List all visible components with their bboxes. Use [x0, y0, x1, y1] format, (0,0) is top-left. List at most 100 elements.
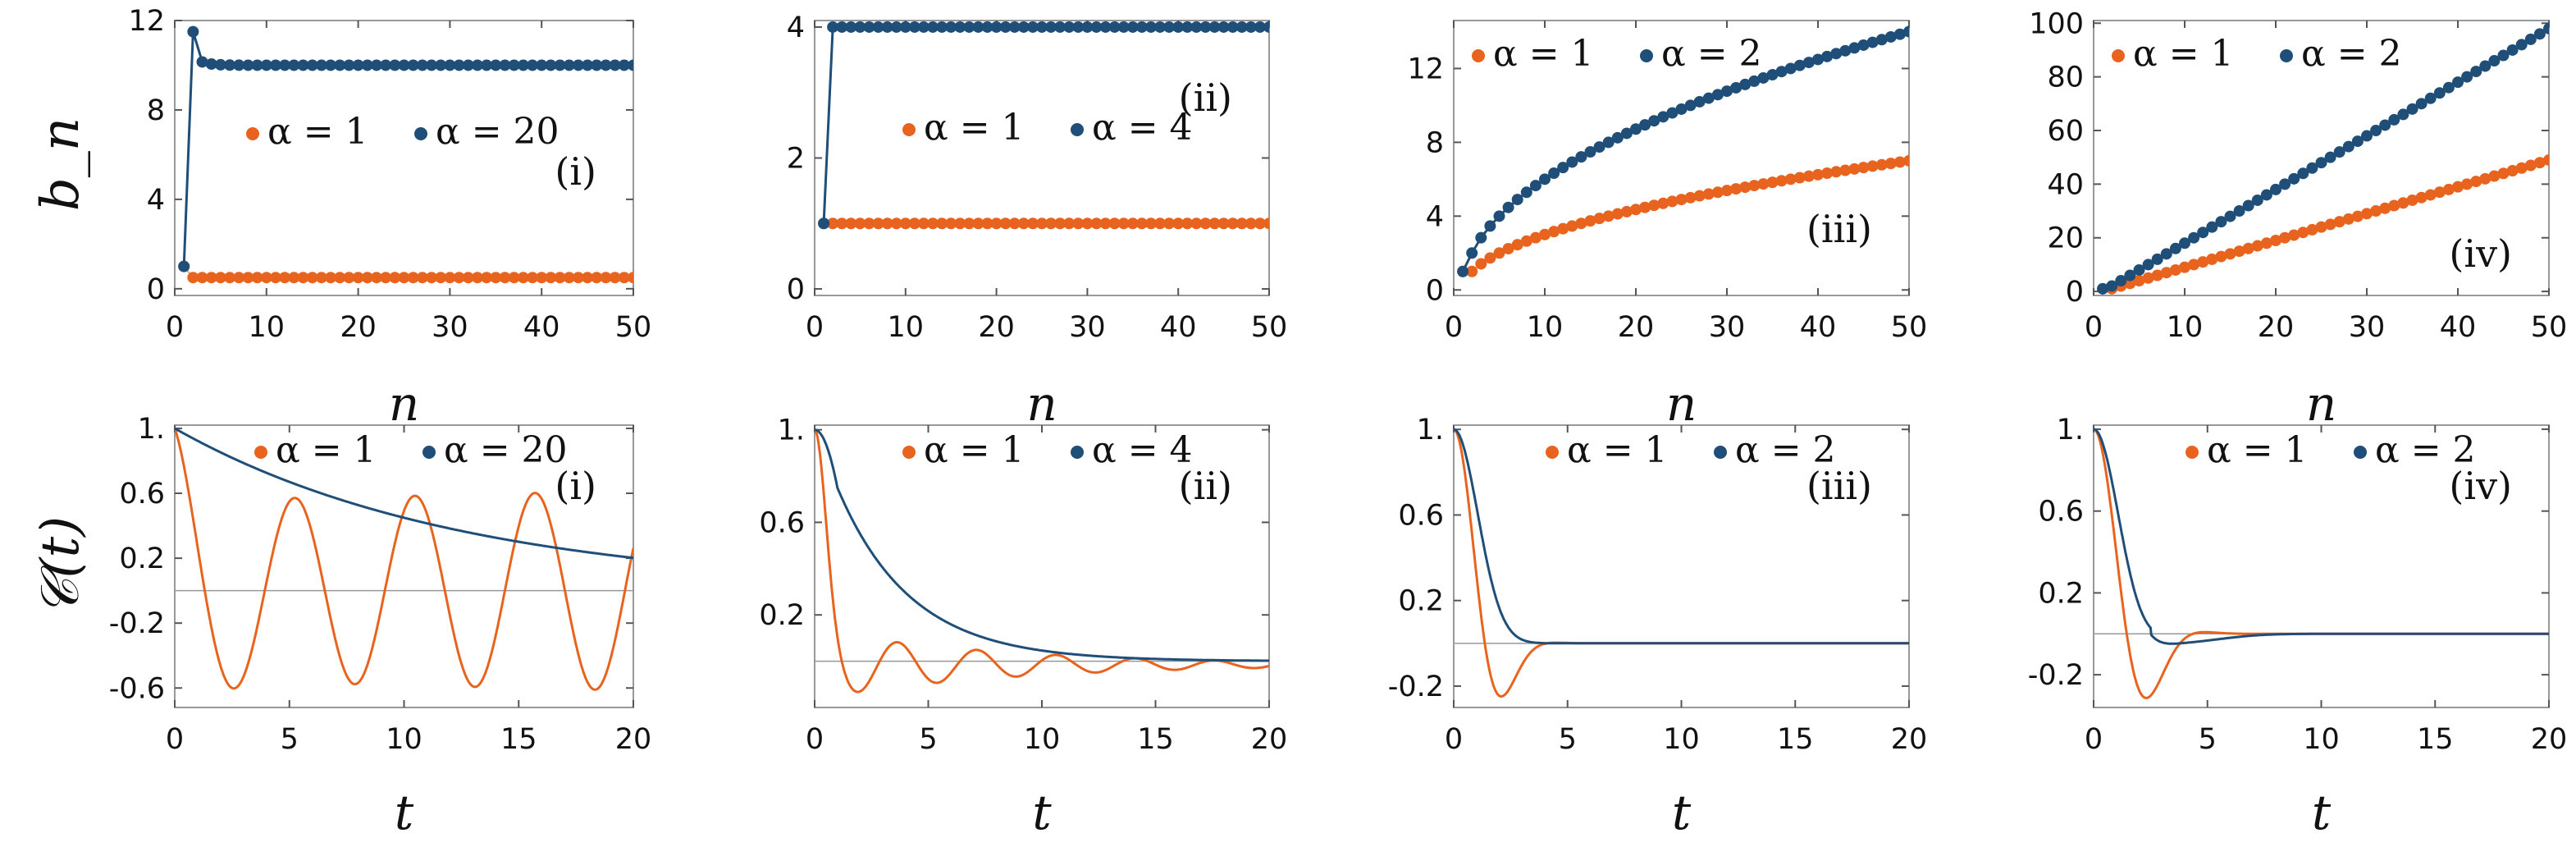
data-point [453, 272, 465, 284]
data-point [2433, 186, 2446, 199]
data-point [1117, 217, 1130, 230]
data-point [471, 272, 483, 284]
y-tick-label: 0.2 [759, 599, 805, 632]
data-point [818, 217, 830, 230]
data-point [2233, 205, 2245, 217]
y-tick-label: 4 [147, 184, 165, 217]
data-point [1045, 21, 1057, 33]
data-point [1217, 217, 1230, 230]
data-point [2506, 165, 2519, 177]
data-point [2524, 159, 2537, 172]
y-tick-label: 0.6 [2038, 496, 2084, 529]
legend-marker [2280, 49, 2293, 62]
x-tick-label: 20 [1891, 723, 1928, 756]
chart-panel-3: 0 10 20 30 40 50 0 4 8 12 n α = 1 α = 2 (iii) [1407, 20, 1928, 432]
y-tick-label: -0.6 [109, 672, 165, 705]
data-point [343, 59, 355, 71]
data-point [1245, 217, 1257, 230]
legend-marker [1546, 446, 1559, 459]
data-point [1630, 204, 1642, 216]
data-point [2424, 92, 2437, 104]
data-point [1611, 131, 1624, 144]
data-point [582, 59, 594, 71]
data-point [2442, 81, 2455, 94]
data-point [1648, 115, 1660, 127]
y-tick-label: 4 [1426, 200, 1444, 233]
legend: α = 1 α = 2 [1472, 33, 1762, 75]
data-point [1254, 21, 1266, 33]
data-point [2470, 176, 2482, 188]
data-point [2497, 49, 2510, 62]
legend-marker [1714, 446, 1727, 459]
data-point [1839, 44, 1852, 57]
data-point [2288, 229, 2300, 241]
data-point [936, 217, 948, 230]
data-point [2361, 208, 2373, 220]
data-point [1520, 235, 1532, 247]
data-point [836, 21, 848, 33]
data-point [1484, 220, 1496, 232]
data-point [2361, 130, 2373, 142]
data-point [2315, 157, 2327, 169]
data-point [1172, 217, 1185, 230]
y-tick-label: 8 [1426, 126, 1444, 159]
data-point [1217, 21, 1230, 33]
legend-marker [1472, 49, 1485, 62]
data-point [1884, 30, 1897, 43]
x-tick-label: 50 [1891, 311, 1928, 344]
x-tick-label: 50 [615, 311, 652, 344]
y-tick-label: 0.2 [2038, 577, 2084, 610]
data-point [288, 59, 300, 71]
data-point [1511, 239, 1523, 251]
x-tick-label: 50 [2531, 311, 2568, 344]
plot-area [815, 428, 1269, 694]
data-point [1802, 170, 1815, 182]
data-point [2506, 43, 2519, 56]
legend-marker [902, 123, 916, 136]
data-point [2515, 39, 2528, 51]
x-tick-label: 15 [1137, 723, 1174, 756]
data-point [1611, 208, 1624, 220]
data-point [618, 59, 630, 71]
y-tick-label: 0 [1426, 274, 1444, 307]
data-point [2151, 253, 2163, 265]
data-point [1235, 21, 1248, 33]
data-point [1639, 201, 1651, 213]
data-point [1263, 21, 1269, 33]
y-tick-label: 2 [787, 143, 805, 176]
data-point [536, 272, 548, 284]
data-point [1036, 21, 1048, 33]
data-point [2370, 125, 2382, 136]
panel-label: (ii) [1179, 464, 1232, 508]
chart-panel-5: 0 5 10 15 20 1. 0.6 0.2 -0.2 -0.6 t α = 1 α = 20(i) [109, 413, 652, 840]
legend-marker [254, 446, 267, 459]
data-point [1857, 39, 1870, 51]
x-axis-label: n [389, 376, 419, 432]
data-point [1226, 217, 1239, 230]
data-point [2515, 162, 2528, 174]
data-point [1648, 199, 1660, 212]
data-point [1684, 191, 1697, 204]
data-point [854, 217, 866, 230]
data-point [380, 272, 392, 284]
x-tick-label: 40 [523, 311, 560, 344]
data-point [1711, 186, 1724, 199]
data-point [517, 59, 529, 71]
y-tick-label: 1. [2057, 414, 2084, 446]
data-point [527, 272, 539, 284]
data-point [1493, 210, 1505, 222]
data-point [628, 59, 633, 71]
data-point [1757, 71, 1770, 84]
x-tick-label: 5 [919, 723, 937, 756]
x-tick-label: 10 [1527, 311, 1564, 344]
data-point [2288, 172, 2300, 185]
chart-panel-4: 0 10 20 30 40 50 0 20 40 60 80 100 n α = 1 α = 2 (iv) [2029, 7, 2567, 432]
data-point [2242, 199, 2254, 212]
y-tick-label: 0 [147, 273, 165, 306]
data-point [1620, 205, 1633, 217]
data-point [1144, 217, 1157, 230]
data-point [1108, 217, 1121, 230]
data-point [1557, 162, 1569, 174]
plot-area [2094, 428, 2549, 699]
data-point [1721, 85, 1733, 98]
